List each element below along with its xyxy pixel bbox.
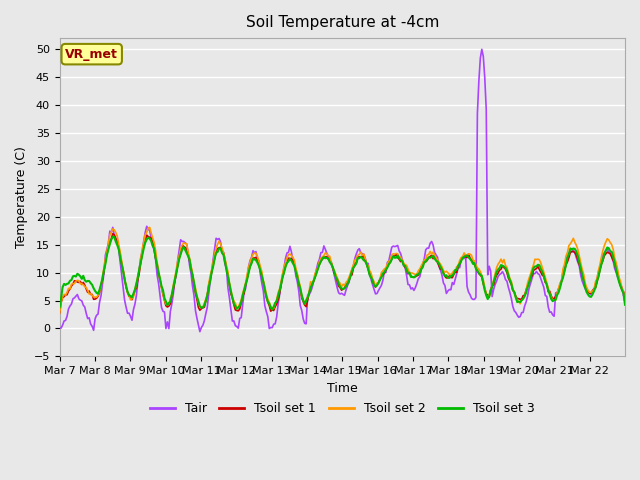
Text: VR_met: VR_met — [65, 48, 118, 60]
Y-axis label: Temperature (C): Temperature (C) — [15, 146, 28, 248]
Legend: Tair, Tsoil set 1, Tsoil set 2, Tsoil set 3: Tair, Tsoil set 1, Tsoil set 2, Tsoil se… — [145, 397, 540, 420]
Title: Soil Temperature at -4cm: Soil Temperature at -4cm — [246, 15, 439, 30]
X-axis label: Time: Time — [327, 382, 358, 395]
